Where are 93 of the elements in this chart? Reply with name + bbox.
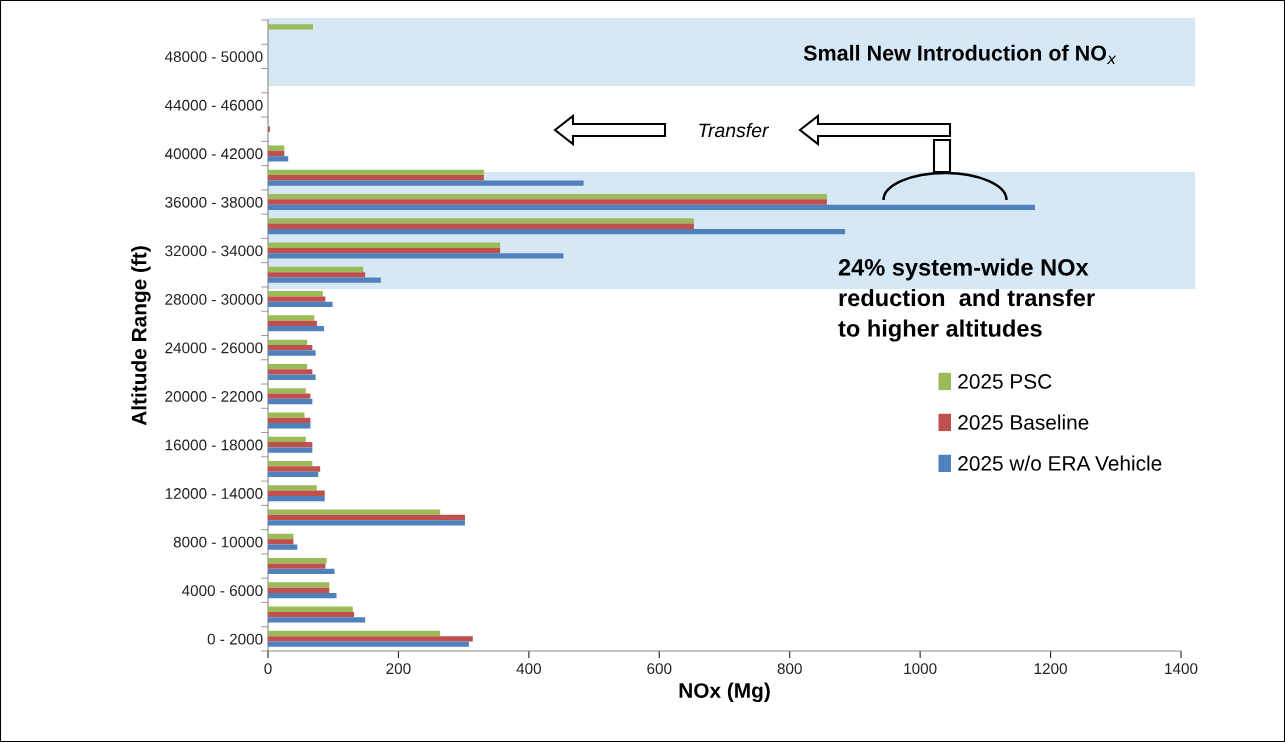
bar	[268, 350, 316, 356]
bar	[268, 156, 289, 162]
bar	[268, 266, 364, 273]
bar	[268, 223, 694, 229]
bar	[268, 315, 315, 321]
legend-label: 2025 Baseline	[958, 414, 1089, 430]
bar	[268, 593, 337, 599]
bar	[268, 520, 465, 526]
bar	[268, 539, 294, 545]
bar	[268, 169, 484, 176]
bar	[268, 544, 298, 550]
x-tick-label: 0	[264, 663, 272, 675]
x-tick-label: 1200	[1034, 663, 1067, 675]
bar	[268, 558, 327, 564]
bar	[268, 471, 319, 477]
y-tick-label: 24000 - 26000	[165, 342, 263, 354]
bar	[268, 194, 827, 200]
y-tick-label: 32000 - 34000	[165, 245, 263, 257]
bar	[268, 442, 313, 448]
bar	[268, 447, 313, 453]
y-tick-label: 16000 - 18000	[165, 439, 263, 451]
bar	[268, 363, 308, 370]
bar	[268, 199, 827, 205]
bar	[268, 514, 465, 521]
annotation: Small New Introduction of NO$_{x}$	[803, 44, 1117, 64]
bar	[268, 606, 353, 612]
bar	[268, 374, 316, 380]
bar	[268, 582, 330, 588]
bar	[268, 344, 313, 351]
bar	[268, 242, 501, 248]
bar	[268, 296, 326, 302]
y-tick-label: 44000 - 46000	[164, 99, 263, 111]
bar	[268, 636, 473, 642]
bar	[268, 320, 317, 327]
bar	[268, 412, 305, 418]
y-tick-label: 28000 - 30000	[165, 293, 263, 305]
bar	[268, 533, 294, 540]
bar	[268, 180, 584, 186]
bar	[268, 272, 366, 278]
bar	[268, 388, 306, 394]
x-tick-label: 1400	[1165, 663, 1198, 675]
x-axis-title: NOx (Mg)	[679, 682, 770, 703]
bar	[268, 150, 285, 157]
bar	[268, 339, 308, 345]
x-tick-label: 800	[777, 663, 802, 675]
y-axis-title: Altitude Range (ft)	[131, 246, 151, 426]
y-tick-label: 8000 - 10000	[173, 536, 263, 548]
annotation: 24% system-wide NOx reduction and transfer to higher altitudes	[838, 258, 1095, 342]
legend-label: 2025 w/o ERA Vehicle	[958, 455, 1162, 471]
legend-label: 2025 PSC	[958, 374, 1052, 389]
bar	[268, 218, 694, 224]
bar	[268, 24, 313, 30]
bar	[268, 423, 311, 429]
x-tick-label: 600	[647, 663, 672, 675]
annotation: Transfer	[699, 122, 770, 138]
bar	[268, 326, 325, 332]
bar	[268, 436, 306, 443]
y-tick-label: 12000 - 14000	[165, 488, 263, 499]
bar	[268, 369, 313, 375]
y-tick-label: 0 - 2000	[207, 633, 263, 645]
bar	[268, 495, 325, 502]
bar	[268, 563, 326, 569]
bar	[268, 630, 441, 637]
y-tick-label: 36000 - 38000	[165, 196, 263, 208]
bar	[268, 253, 564, 259]
bar	[268, 490, 325, 496]
y-tick-label: 48000 - 50000	[164, 51, 263, 63]
bar	[268, 228, 846, 235]
bar	[268, 247, 501, 254]
x-tick-label: 200	[386, 663, 411, 675]
bar	[268, 568, 335, 575]
bar	[268, 485, 317, 491]
bar	[268, 398, 313, 405]
bar	[268, 301, 333, 308]
x-tick-label: 400	[516, 663, 542, 675]
y-tick-label: 40000 - 42000	[164, 148, 263, 160]
bar	[268, 617, 366, 623]
bar	[268, 509, 441, 515]
bar	[268, 611, 355, 618]
bar	[268, 145, 285, 151]
x-tick-label: 1000	[904, 663, 937, 675]
bar	[268, 291, 323, 297]
bar	[268, 641, 469, 647]
y-tick-label: 4000 - 6000	[181, 585, 263, 597]
bar	[268, 460, 313, 467]
bar	[268, 587, 330, 593]
y-tick-label: 20000 - 22000	[165, 391, 263, 402]
bar	[268, 204, 1035, 211]
bar	[268, 175, 484, 181]
bar	[268, 417, 311, 424]
bar	[268, 277, 381, 283]
bar	[268, 393, 311, 399]
bar	[268, 466, 321, 472]
